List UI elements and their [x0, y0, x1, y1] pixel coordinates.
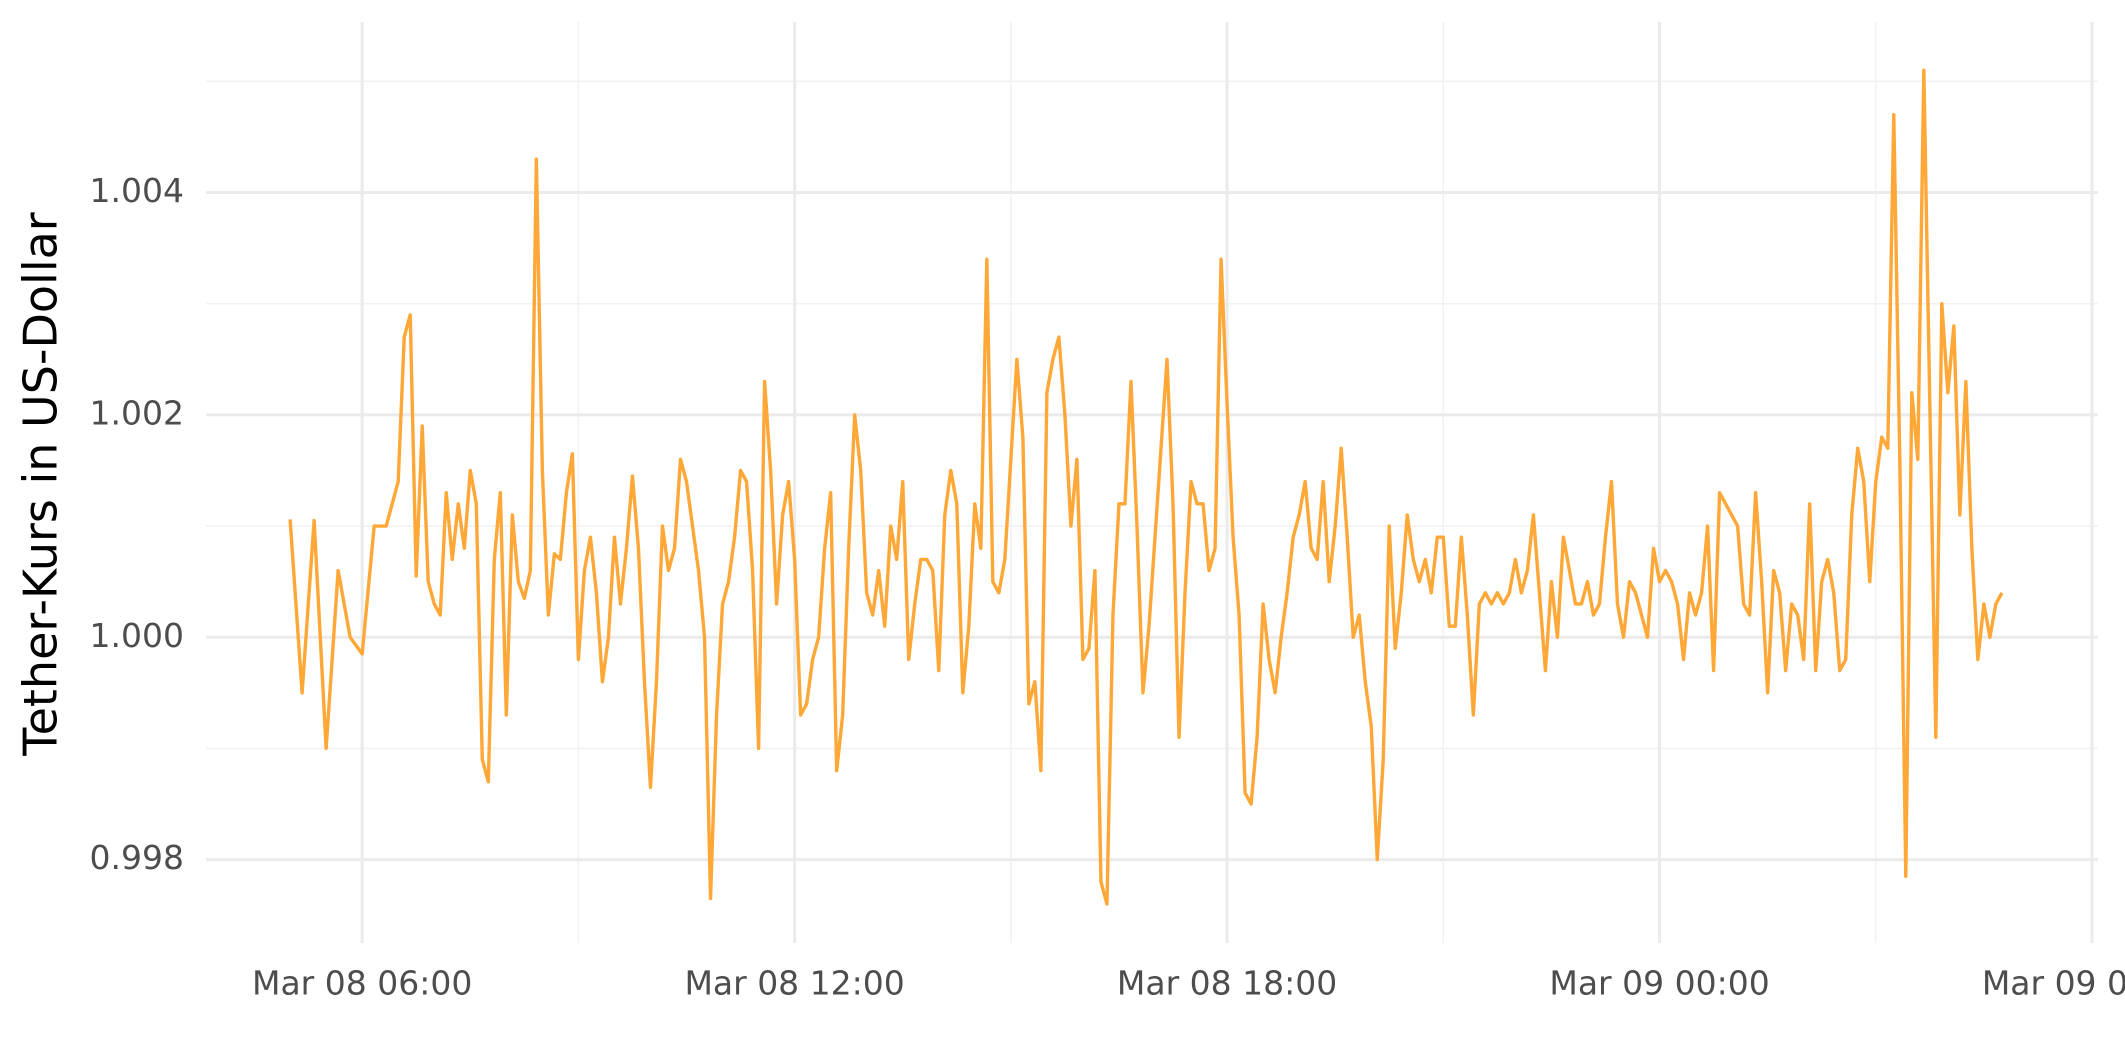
- x-tick-label: Mar 08 18:00: [1117, 964, 1337, 1003]
- grid: [206, 22, 2098, 943]
- x-tick-label: Mar 08 06:00: [252, 964, 472, 1003]
- x-tick-label: Mar 09 00:00: [1549, 964, 1769, 1003]
- y-tick-label: 0.998: [90, 838, 184, 877]
- y-tick-label: 1.002: [90, 393, 184, 432]
- x-tick-label: Mar 08 12:00: [684, 964, 904, 1003]
- y-axis-title: Tether-Kurs in US-Dollar: [14, 212, 68, 757]
- y-tick-label: 1.004: [90, 171, 184, 210]
- price-line: [288, 68, 2004, 906]
- y-tick-label: 1.000: [90, 616, 184, 655]
- x-tick-label: Mar 09 06:00: [1982, 964, 2125, 1003]
